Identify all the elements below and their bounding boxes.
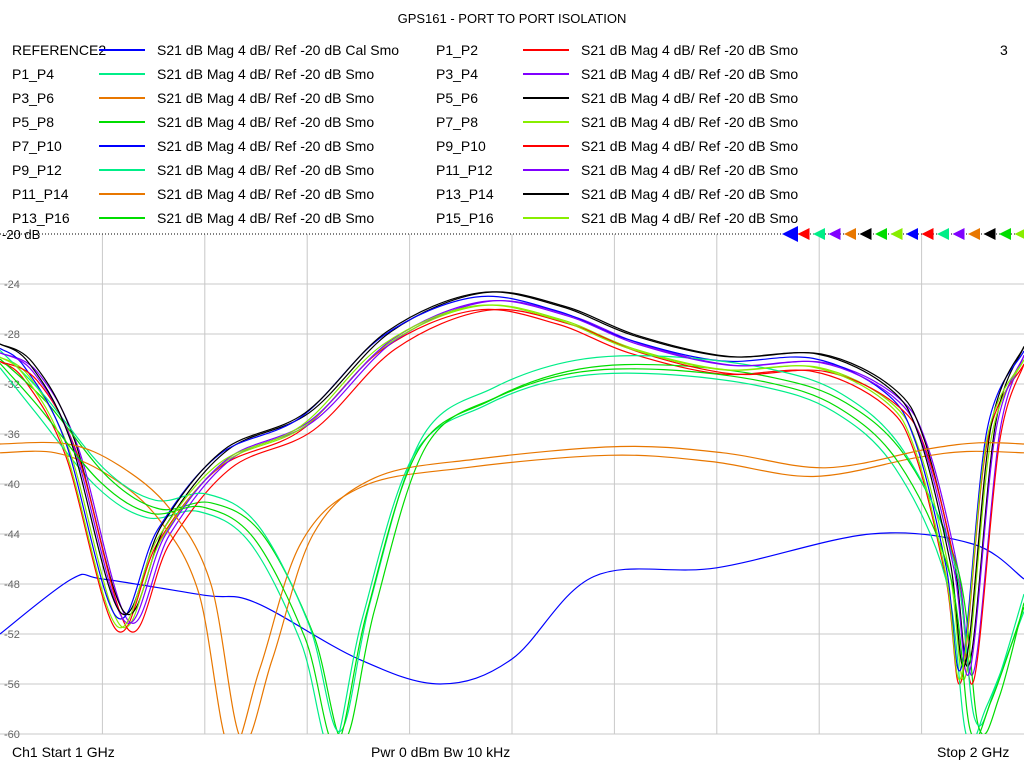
marker-triangle <box>983 228 996 240</box>
chart-title: GPS161 - PORT TO PORT ISOLATION <box>397 11 627 26</box>
legend-series-format: S21 dB Mag 4 dB/ Ref -20 dB Smo <box>581 186 799 202</box>
channel-number: 3 <box>1000 42 1008 58</box>
legend: REFERENCE2 S21 dB Mag 4 dB/ Ref -20 dB Ca… <box>0 0 1024 230</box>
marker-triangle <box>921 228 934 240</box>
legend-color-line <box>523 49 569 51</box>
legend-series-format: S21 dB Mag 4 dB/ Ref -20 dB Smo <box>157 210 375 226</box>
legend-color-line <box>523 145 569 147</box>
power-bandwidth-label: Pwr 0 dBm Bw 10 kHz <box>371 744 511 760</box>
marker-triangle <box>968 228 980 240</box>
y-tick-label: -52 <box>4 629 20 641</box>
legend-color-line <box>523 169 569 171</box>
legend-color-line <box>99 193 145 195</box>
marker-triangle <box>890 228 903 240</box>
legend-series-format: S21 dB Mag 4 dB/ Ref -20 dB Smo <box>581 42 799 58</box>
legend-series-format: S21 dB Mag 4 dB/ Ref -20 dB Cal Smo <box>157 42 400 58</box>
y-tick-label: -60 <box>4 729 20 741</box>
y-tick-label: -48 <box>4 579 20 591</box>
legend-series-format: S21 dB Mag 4 dB/ Ref -20 dB Smo <box>157 90 375 106</box>
marker-triangle <box>844 228 856 240</box>
legend-color-line <box>99 121 145 123</box>
legend-series-format: S21 dB Mag 4 dB/ Ref -20 dB Smo <box>581 210 799 226</box>
series-line-p3-p6 <box>0 450 1024 734</box>
series-line-p13-p16 <box>0 363 1024 734</box>
marker-triangle <box>999 228 1011 240</box>
legend-series-name: P3_P4 <box>436 66 479 82</box>
marker-triangle <box>937 228 949 240</box>
series-line-p7-p10 <box>0 295 1024 672</box>
legend-series-name: P15_P16 <box>436 210 494 226</box>
y-tick-label: -28 <box>4 329 20 341</box>
legend-series-name: P13_P14 <box>436 186 494 202</box>
series-line-p1-p4 <box>0 367 1024 734</box>
series-line-p13-p14 <box>0 291 1024 667</box>
legend-series-format: S21 dB Mag 4 dB/ Ref -20 dB Smo <box>157 186 375 202</box>
marker-triangle <box>952 228 965 240</box>
legend-series-format: S21 dB Mag 4 dB/ Ref -20 dB Smo <box>157 162 375 178</box>
legend-series-name: REFERENCE2 <box>12 42 107 58</box>
start-frequency-label: Ch1 Start 1 GHz <box>12 744 115 760</box>
marker-triangle <box>859 228 872 240</box>
legend-color-line <box>99 49 145 51</box>
marker-triangle <box>906 228 918 240</box>
legend-series-format: S21 dB Mag 4 dB/ Ref -20 dB Smo <box>581 162 799 178</box>
legend-color-line <box>99 169 145 171</box>
marker-triangle <box>813 228 825 240</box>
legend-series-name: P7_P8 <box>436 114 479 130</box>
stop-frequency-label: Stop 2 GHz <box>937 744 1010 760</box>
legend-color-line <box>99 73 145 75</box>
y-tick-label: -56 <box>4 679 20 691</box>
legend-series-name: P5_P8 <box>12 114 55 130</box>
legend-series-name: P1_P2 <box>436 42 479 58</box>
series-line-p11-p12 <box>0 300 1024 676</box>
legend-series-name: P5_P6 <box>436 90 479 106</box>
series-line-reference2 <box>0 532 1024 685</box>
series-line-p9-p12 <box>0 349 1024 733</box>
legend-color-line <box>523 217 569 219</box>
legend-color-line <box>99 145 145 147</box>
legend-series-name: P9_P12 <box>12 162 62 178</box>
legend-series-format: S21 dB Mag 4 dB/ Ref -20 dB Smo <box>581 138 799 154</box>
legend-series-name: P1_P4 <box>12 66 55 82</box>
y-tick-label: -44 <box>4 529 20 541</box>
reference-level-label: -20 dB <box>2 227 40 242</box>
legend-color-line <box>523 193 569 195</box>
legend-series-format: S21 dB Mag 4 dB/ Ref -20 dB Smo <box>157 66 375 82</box>
y-tick-label: -40 <box>4 479 20 491</box>
legend-series-format: S21 dB Mag 4 dB/ Ref -20 dB Smo <box>581 90 799 106</box>
series-line-p11-p14 <box>0 441 1024 734</box>
legend-series-name: P9_P10 <box>436 138 486 154</box>
legend-series-name: P11_P12 <box>436 162 493 178</box>
series-line-p5-p6 <box>0 291 1024 667</box>
legend-series-name: P13_P16 <box>12 210 70 226</box>
legend-series-format: S21 dB Mag 4 dB/ Ref -20 dB Smo <box>157 138 375 154</box>
legend-series-format: S21 dB Mag 4 dB/ Ref -20 dB Smo <box>157 114 375 130</box>
marker-triangle <box>875 228 887 240</box>
legend-color-line <box>523 73 569 75</box>
series-line-p15-p16 <box>0 304 1024 680</box>
marker-triangle <box>782 226 798 242</box>
marker-triangle <box>1014 229 1024 239</box>
legend-series-name: P11_P14 <box>12 186 69 202</box>
series-line-p7-p8 <box>0 304 1024 680</box>
legend-color-line <box>523 97 569 99</box>
legend-series-name: P3_P6 <box>12 90 55 106</box>
legend-color-line <box>99 217 145 219</box>
series-line-p5-p8 <box>0 358 1024 734</box>
y-tick-label: -24 <box>4 279 20 291</box>
legend-series-format: S21 dB Mag 4 dB/ Ref -20 dB Smo <box>581 66 799 82</box>
legend-series-format: S21 dB Mag 4 dB/ Ref -20 dB Smo <box>581 114 799 130</box>
marker-triangle <box>797 228 810 240</box>
legend-color-line <box>99 97 145 99</box>
marker-triangle <box>828 228 841 240</box>
legend-series-name: P7_P10 <box>12 138 62 154</box>
legend-color-line <box>523 121 569 123</box>
y-tick-label: -36 <box>4 429 20 441</box>
